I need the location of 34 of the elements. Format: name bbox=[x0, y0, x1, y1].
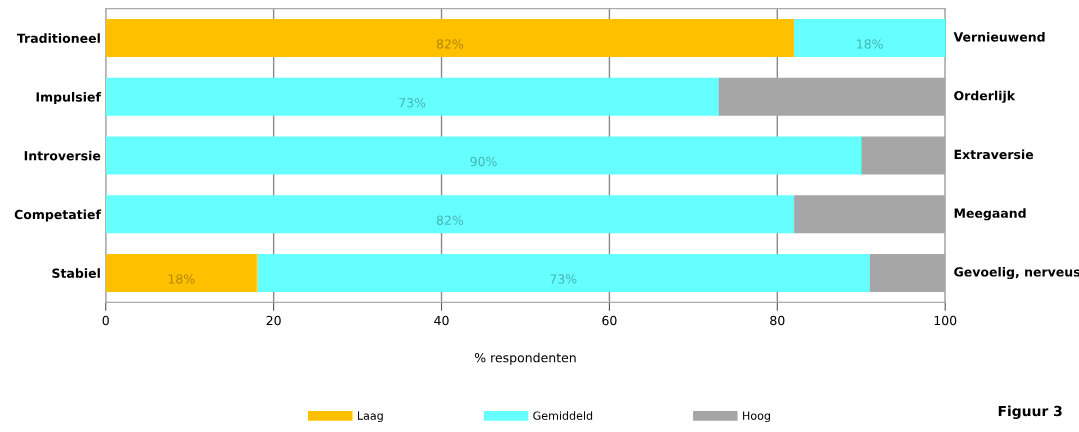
bar bbox=[105, 136, 862, 175]
x-tick-label: 80 bbox=[770, 315, 785, 326]
bar bbox=[105, 195, 795, 234]
y-tick-label: Stabiel bbox=[52, 268, 100, 278]
text: Vernieuwend bbox=[953, 31, 1045, 42]
text: Orderlijk bbox=[954, 90, 1016, 103]
y-tick-label: Competatief bbox=[14, 209, 101, 222]
data-label: 73% bbox=[550, 274, 577, 284]
text: Figuur 3 bbox=[998, 405, 1062, 420]
x-tick-label: 40 bbox=[434, 315, 449, 326]
x-axis-title: % respondenten bbox=[474, 352, 576, 365]
x-tick-label: 100 bbox=[934, 315, 957, 326]
bar bbox=[256, 253, 870, 293]
bar bbox=[105, 18, 795, 58]
data-label: 73% bbox=[399, 97, 426, 108]
data-label: 82% bbox=[436, 39, 464, 49]
y-tick-label: Traditioneel bbox=[16, 33, 100, 43]
bar bbox=[794, 18, 946, 58]
text: Extraversie bbox=[954, 149, 1034, 160]
y-tick-label: Introversie bbox=[24, 150, 101, 161]
text: Meegaand bbox=[954, 208, 1026, 221]
data-label: 18% bbox=[168, 274, 195, 284]
legend-label: Gemiddeld bbox=[533, 411, 593, 420]
legend-label: Hoog bbox=[743, 411, 770, 422]
data-label: 82% bbox=[436, 215, 464, 225]
bar bbox=[105, 77, 719, 116]
bar bbox=[105, 253, 257, 293]
x-tick-label: 60 bbox=[602, 315, 617, 326]
data-label: 18% bbox=[857, 39, 883, 49]
data-label: 90% bbox=[470, 156, 497, 167]
x-tick-label: 0 bbox=[102, 315, 109, 326]
legend-label: Laag bbox=[357, 411, 383, 422]
y-tick-label: Impulsief bbox=[36, 92, 101, 105]
x-tick-label: 20 bbox=[266, 315, 281, 326]
